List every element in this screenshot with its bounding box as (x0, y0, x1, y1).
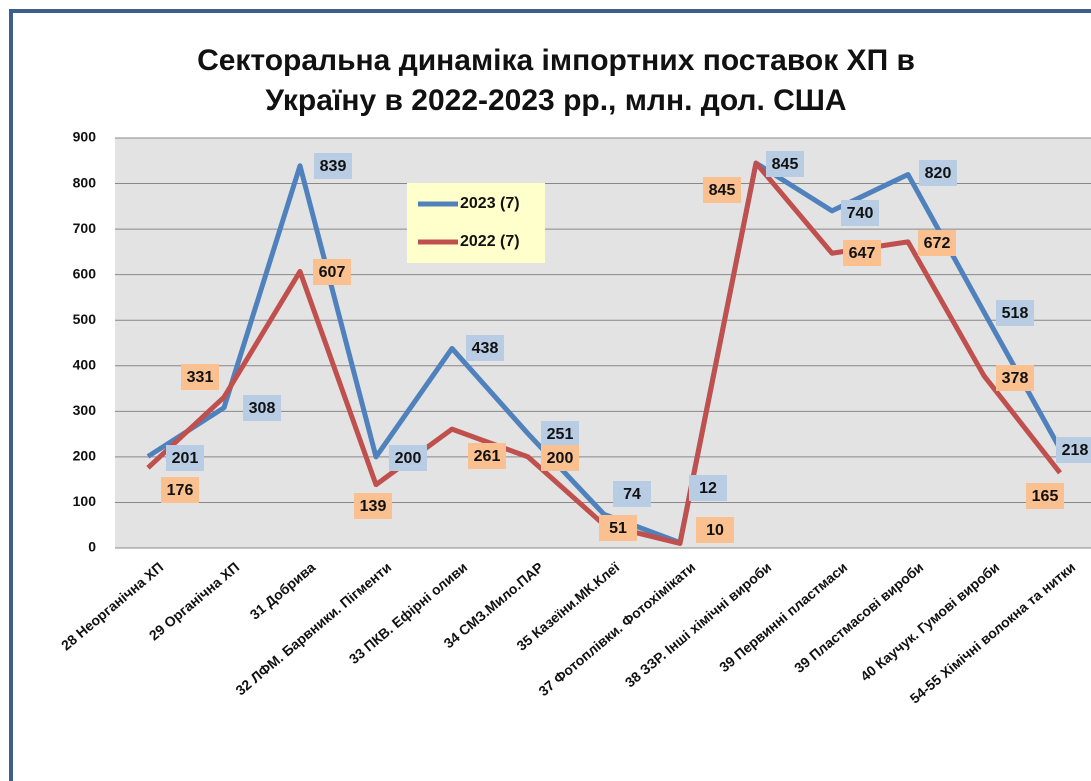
data-label: 10 (706, 522, 724, 539)
y-tick-label: 200 (73, 448, 97, 464)
data-label-bg (766, 151, 804, 177)
data-label-bg (703, 177, 741, 203)
data-label: 200 (395, 450, 422, 467)
data-label-bg (314, 153, 352, 179)
data-label: 200 (547, 450, 574, 467)
y-tick-label: 0 (88, 539, 96, 555)
data-label: 518 (1002, 305, 1029, 322)
data-label-bg (541, 421, 579, 447)
data-label-bg (389, 445, 427, 471)
data-label-bg (313, 259, 351, 285)
frame (9, 9, 1091, 781)
legend-box (407, 183, 545, 263)
data-label-bg (1026, 483, 1064, 509)
data-label: 176 (167, 482, 194, 499)
data-label-bg (541, 445, 579, 471)
data-label-bg (166, 445, 204, 471)
data-label-bg (468, 443, 506, 469)
data-label: 839 (320, 158, 347, 175)
legend-label: 2022 (7) (460, 233, 520, 250)
y-tick-label: 900 (73, 129, 97, 145)
y-tick-label: 800 (73, 174, 97, 190)
data-label: 820 (925, 165, 952, 182)
data-label: 51 (609, 520, 627, 537)
data-label-bg (181, 364, 219, 390)
data-label-bg (996, 300, 1034, 326)
y-tick-label: 100 (73, 493, 97, 509)
data-label: 672 (924, 235, 951, 252)
data-label: 740 (847, 205, 874, 222)
data-label: 251 (547, 426, 574, 443)
data-label: 845 (772, 156, 799, 173)
data-label-bg (613, 481, 651, 507)
data-label: 139 (360, 498, 387, 515)
y-tick-label: 700 (73, 220, 97, 236)
data-label: 261 (474, 448, 501, 465)
data-label: 218 (1062, 442, 1089, 459)
data-label-bg (161, 477, 199, 503)
data-label-bg (689, 475, 727, 501)
data-label: 438 (472, 340, 499, 357)
data-label-bg (996, 365, 1034, 391)
data-label: 845 (709, 182, 736, 199)
data-label: 12 (699, 480, 717, 497)
plot-area (115, 138, 1091, 548)
data-label-bg (354, 493, 392, 519)
data-label-bg (599, 515, 637, 541)
data-label-bg (243, 395, 281, 421)
data-label: 331 (187, 369, 214, 386)
data-label: 308 (249, 400, 276, 417)
data-label: 165 (1032, 488, 1059, 505)
chart-title: Секторальна динаміка імпортних поставок … (197, 44, 915, 77)
data-label-bg (1056, 437, 1091, 463)
data-label-bg (696, 517, 734, 543)
data-label: 647 (849, 245, 876, 262)
data-label-bg (841, 200, 879, 226)
data-label-bg (918, 230, 956, 256)
chart-subtitle: Україну в 2022-2023 рр., млн. дол. США (265, 84, 846, 117)
data-label-bg (843, 240, 881, 266)
y-tick-label: 500 (73, 311, 97, 327)
data-label: 201 (172, 450, 199, 467)
legend-label: 2023 (7) (460, 195, 520, 212)
series-line (146, 160, 1063, 546)
y-tick-label: 400 (73, 356, 97, 372)
data-label: 378 (1002, 370, 1029, 387)
data-label: 607 (319, 264, 346, 281)
data-label: 74 (623, 486, 641, 503)
data-label-bg (466, 335, 504, 361)
data-label-bg (919, 160, 957, 186)
y-tick-label: 300 (73, 402, 97, 418)
y-tick-label: 600 (73, 265, 97, 281)
